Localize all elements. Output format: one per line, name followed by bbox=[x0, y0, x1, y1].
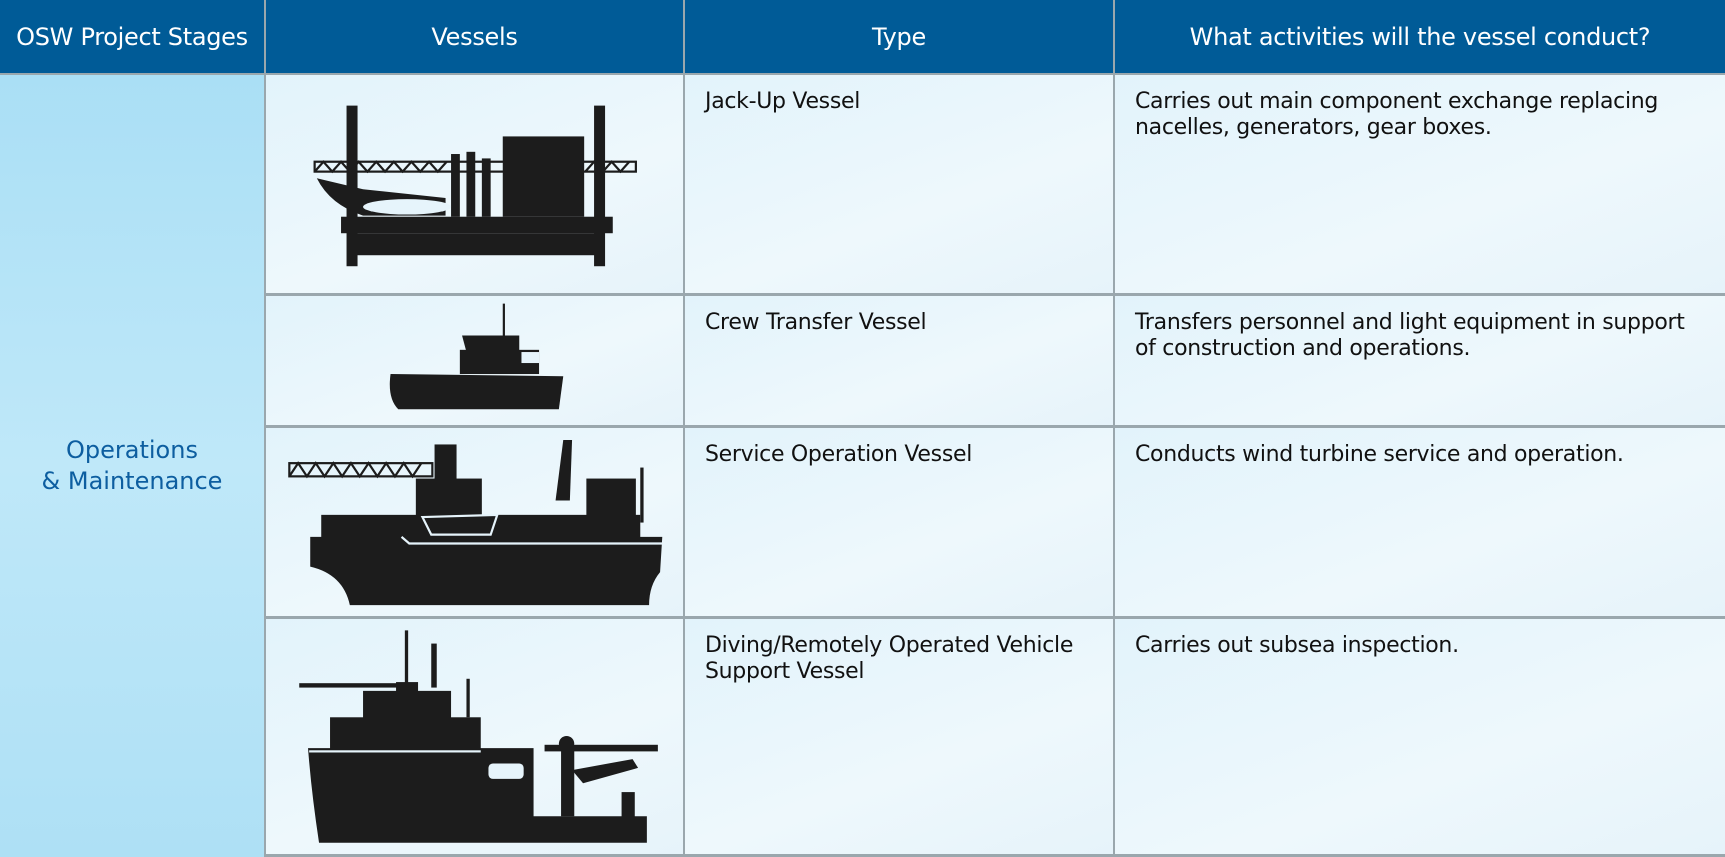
header-cell: What activities will the vessel conduct? bbox=[1115, 0, 1725, 73]
stage-cell: Operations & Maintenance bbox=[0, 75, 264, 857]
type-cell: Diving/Remotely Operated Vehicle Support… bbox=[685, 619, 1113, 854]
header-cell: Type bbox=[685, 0, 1113, 73]
activity-cell: Transfers personnel and light equipment … bbox=[1115, 296, 1725, 425]
type-cell: Jack-Up Vessel bbox=[685, 75, 1113, 293]
activity-cell: Carries out main component exchange repl… bbox=[1115, 75, 1725, 293]
vessel-cell bbox=[266, 428, 683, 616]
header-cell: Vessels bbox=[266, 0, 683, 73]
vessel-cell bbox=[266, 75, 683, 293]
type-cell: Crew Transfer Vessel bbox=[685, 296, 1113, 425]
vessel-cell bbox=[266, 296, 683, 425]
header-cell: OSW Project Stages bbox=[0, 0, 264, 73]
activity-cell: Carries out subsea inspection. bbox=[1115, 619, 1725, 854]
activity-cell: Conducts wind turbine service and operat… bbox=[1115, 428, 1725, 616]
vessel-cell bbox=[266, 619, 683, 854]
type-cell: Service Operation Vessel bbox=[685, 428, 1113, 616]
